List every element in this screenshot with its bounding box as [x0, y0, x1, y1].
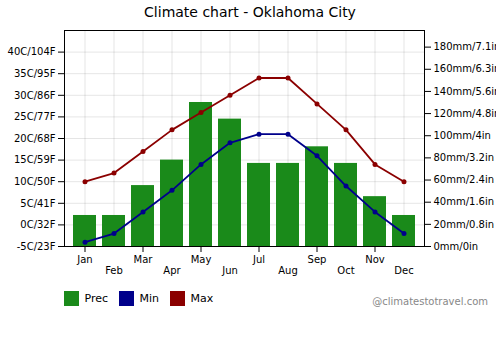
- svg-text:Mar: Mar: [134, 254, 154, 265]
- svg-text:40C/104F: 40C/104F: [8, 46, 56, 57]
- svg-text:5C/41F: 5C/41F: [20, 198, 55, 209]
- svg-text:180mm/7.1in: 180mm/7.1in: [434, 41, 497, 52]
- svg-text:-5C/23F: -5C/23F: [17, 241, 56, 252]
- svg-text:Jan: Jan: [76, 254, 92, 265]
- svg-text:15C/59F: 15C/59F: [14, 154, 56, 165]
- svg-text:60mm/2.4in: 60mm/2.4in: [434, 174, 495, 185]
- svg-text:Nov: Nov: [365, 254, 385, 265]
- html-text:Max: Max: [190, 292, 214, 305]
- svg-text:0mm/0in: 0mm/0in: [434, 241, 479, 252]
- html-text:@climatestotravel.com: @climatestotravel.com: [372, 295, 488, 307]
- html-text:Climate chart - Oklahoma City: Climate chart - Oklahoma City: [144, 4, 356, 20]
- svg-text:May: May: [191, 254, 212, 265]
- svg-text:20C/68F: 20C/68F: [14, 133, 56, 144]
- svg-text:25C/77F: 25C/77F: [14, 111, 56, 122]
- svg-text:Jul: Jul: [252, 254, 265, 265]
- svg-text:Feb: Feb: [105, 265, 123, 276]
- svg-text:30C/86F: 30C/86F: [14, 90, 56, 101]
- svg-text:160mm/6.3in: 160mm/6.3in: [434, 63, 497, 74]
- svg-text:Oct: Oct: [337, 265, 354, 276]
- svg-text:100mm/4in: 100mm/4in: [434, 130, 491, 141]
- svg-text:0C/32F: 0C/32F: [20, 219, 55, 230]
- svg-text:Jun: Jun: [221, 265, 238, 276]
- svg-text:Dec: Dec: [394, 265, 413, 276]
- svg-text:140mm/5.6in: 140mm/5.6in: [434, 86, 497, 97]
- svg-text:20mm/0.8in: 20mm/0.8in: [434, 219, 495, 230]
- html-text:Prec: Prec: [84, 292, 108, 305]
- svg-text:80mm/3.2in: 80mm/3.2in: [434, 152, 495, 163]
- svg-text:10C/50F: 10C/50F: [14, 176, 56, 187]
- html-text:Min: Min: [139, 292, 160, 305]
- svg-text:Apr: Apr: [163, 265, 181, 276]
- svg-text:Sep: Sep: [308, 254, 327, 265]
- svg-text:Aug: Aug: [278, 265, 298, 276]
- svg-text:120mm/4.8in: 120mm/4.8in: [434, 108, 497, 119]
- svg-text:40mm/1.6in: 40mm/1.6in: [434, 196, 495, 207]
- svg-text:35C/95F: 35C/95F: [14, 68, 56, 79]
